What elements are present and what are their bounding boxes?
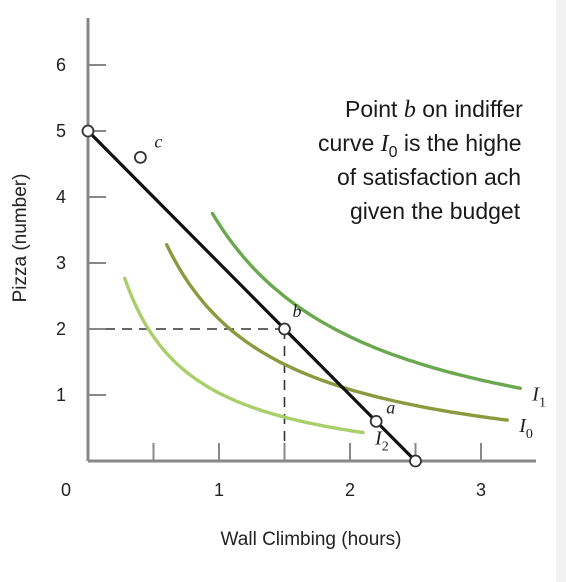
x-tick-label-3: 3 (476, 480, 486, 500)
curve-label-I2: I2 (374, 428, 389, 455)
curve-label-I1: I1 (531, 383, 546, 410)
annotation-line-3: of satisfaction ach (337, 164, 521, 190)
budget-line (86, 129, 417, 463)
chart-points (81, 124, 422, 468)
budget-line-group (86, 129, 417, 463)
point-endpoint-4 (409, 454, 422, 468)
guide-lines (88, 328, 286, 461)
y-tick-label-1: 1 (56, 385, 66, 405)
point-label-b: b (293, 301, 302, 321)
x-tick-label-1: 1 (214, 480, 224, 500)
point-label-a: a (386, 397, 395, 417)
indifference-curve-I0 (164, 242, 509, 422)
y-tick-label-6: 6 (56, 55, 66, 75)
axes (86, 18, 536, 463)
annotation-line-2: curve I0 is the highe (318, 130, 522, 161)
right-edge-strip (556, 0, 566, 582)
point-b (278, 322, 291, 336)
annotation-callout: Point b on indiffer curve I0 is the high… (318, 96, 523, 224)
annotation-line-1: Point b on indiffer (345, 96, 523, 123)
y-axis-title: Pizza (number) (10, 174, 31, 303)
x-tick-label-2: 2 (345, 480, 355, 500)
annotation-line-4: given the budget (350, 198, 521, 224)
curve-labels: I2 I0 I1 (374, 383, 546, 454)
x-axis-title: Wall Climbing (hours) (221, 529, 402, 550)
indifference-curves (122, 211, 522, 435)
point-c (133, 150, 147, 164)
point-a (369, 414, 383, 428)
indifference-curve-I1 (210, 211, 522, 390)
y-tick-label-5: 5 (56, 121, 66, 141)
y-tick-label-3: 3 (56, 253, 66, 273)
point-endpoint-3 (81, 124, 95, 138)
y-tick-label-2: 2 (56, 319, 66, 339)
x-tick-label-0: 0 (61, 480, 71, 500)
curve-label-I0: I0 (518, 415, 533, 442)
chart-point-labels: c b a (154, 131, 395, 417)
indifference-curve-I2 (122, 276, 365, 435)
axis-tick-labels: 1 2 3 4 5 6 0 1 2 3 (56, 55, 486, 500)
y-tick-label-4: 4 (56, 187, 66, 207)
point-label-c: c (154, 131, 162, 151)
